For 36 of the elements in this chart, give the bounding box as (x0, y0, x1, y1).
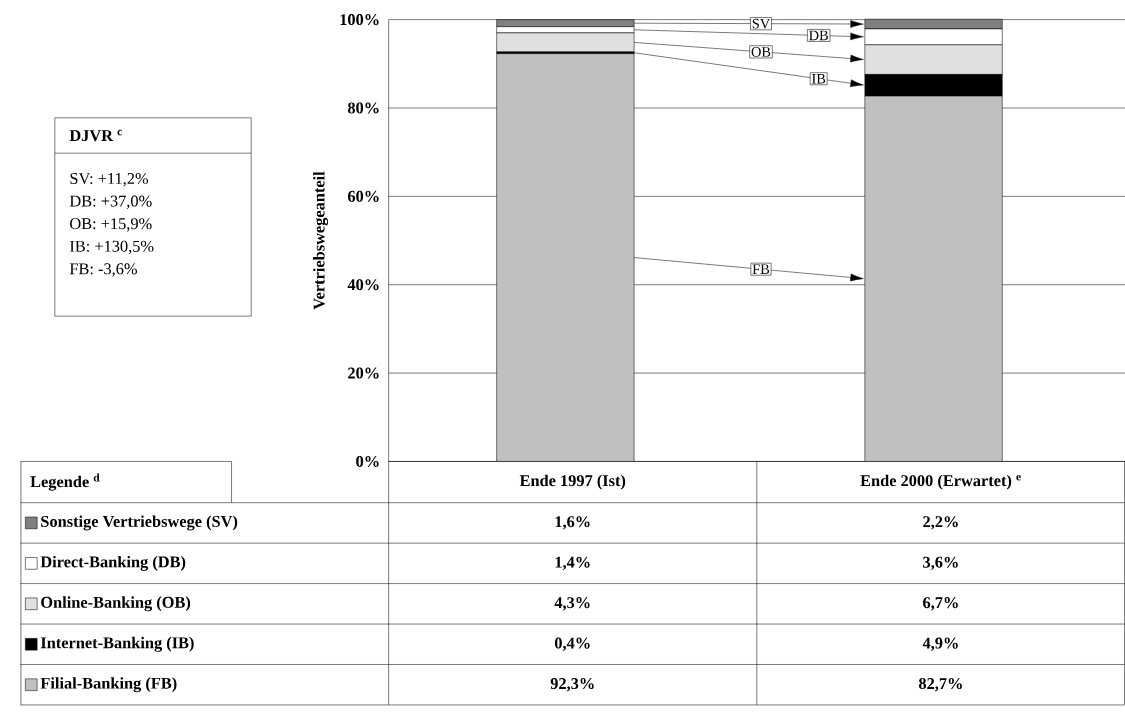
legend-label: Internet-Banking (IB) (40, 636, 194, 652)
text: OB: +15,9% (70, 218, 152, 232)
data-label: 2,2% (923, 516, 958, 530)
text: Legende $^{d}$ (30, 473, 100, 491)
data-label: 4,3% (554, 597, 590, 611)
y-tick-label: 100% (340, 14, 379, 26)
data-label: 3,6% (923, 556, 958, 571)
y-tick-label: 60% (347, 190, 379, 203)
y-tick-label: 0% (356, 456, 379, 468)
annotation: FB (752, 264, 770, 275)
y-axis-title: Vertriebswegeanteil (313, 171, 329, 310)
y-tick-label: 80% (347, 102, 379, 114)
legend-label: Online-Banking (OB) (41, 596, 191, 612)
y-tick-label: 20% (348, 367, 379, 379)
annotation: OB (751, 47, 771, 57)
x-tick-label: Ende 2000 (Erwartet) $^{e}$ (860, 474, 1021, 490)
data-label: 92,3% (550, 678, 594, 692)
text: SV: +11,2% (70, 173, 149, 187)
data-label: 82,7% (918, 678, 962, 692)
text: FB: -3,6% (69, 263, 137, 277)
text: IB: +130,5% (69, 240, 154, 255)
data-label: 1,6% (555, 516, 590, 530)
legend-label: Sonstige Vertriebswege (SV) (41, 515, 238, 531)
data-label: 6,7% (923, 597, 958, 611)
annotation: SV (752, 18, 771, 29)
data-label: 1,4% (555, 556, 590, 571)
data-label: 0,4% (554, 637, 590, 652)
x-tick-label: Ende 1997 (Ist) (519, 474, 626, 490)
annotation: DB (809, 30, 828, 41)
y-tick-label: 40% (347, 279, 379, 291)
text: DJVR $^{c}$ (69, 129, 122, 142)
annotation: IB (812, 74, 826, 84)
legend-label: Direct-Banking (DB) (40, 555, 186, 571)
data-label: 4,9% (922, 637, 958, 652)
text: DB: +37,0% (69, 195, 152, 210)
legend-label: Filial-Banking (FB) (40, 677, 177, 693)
